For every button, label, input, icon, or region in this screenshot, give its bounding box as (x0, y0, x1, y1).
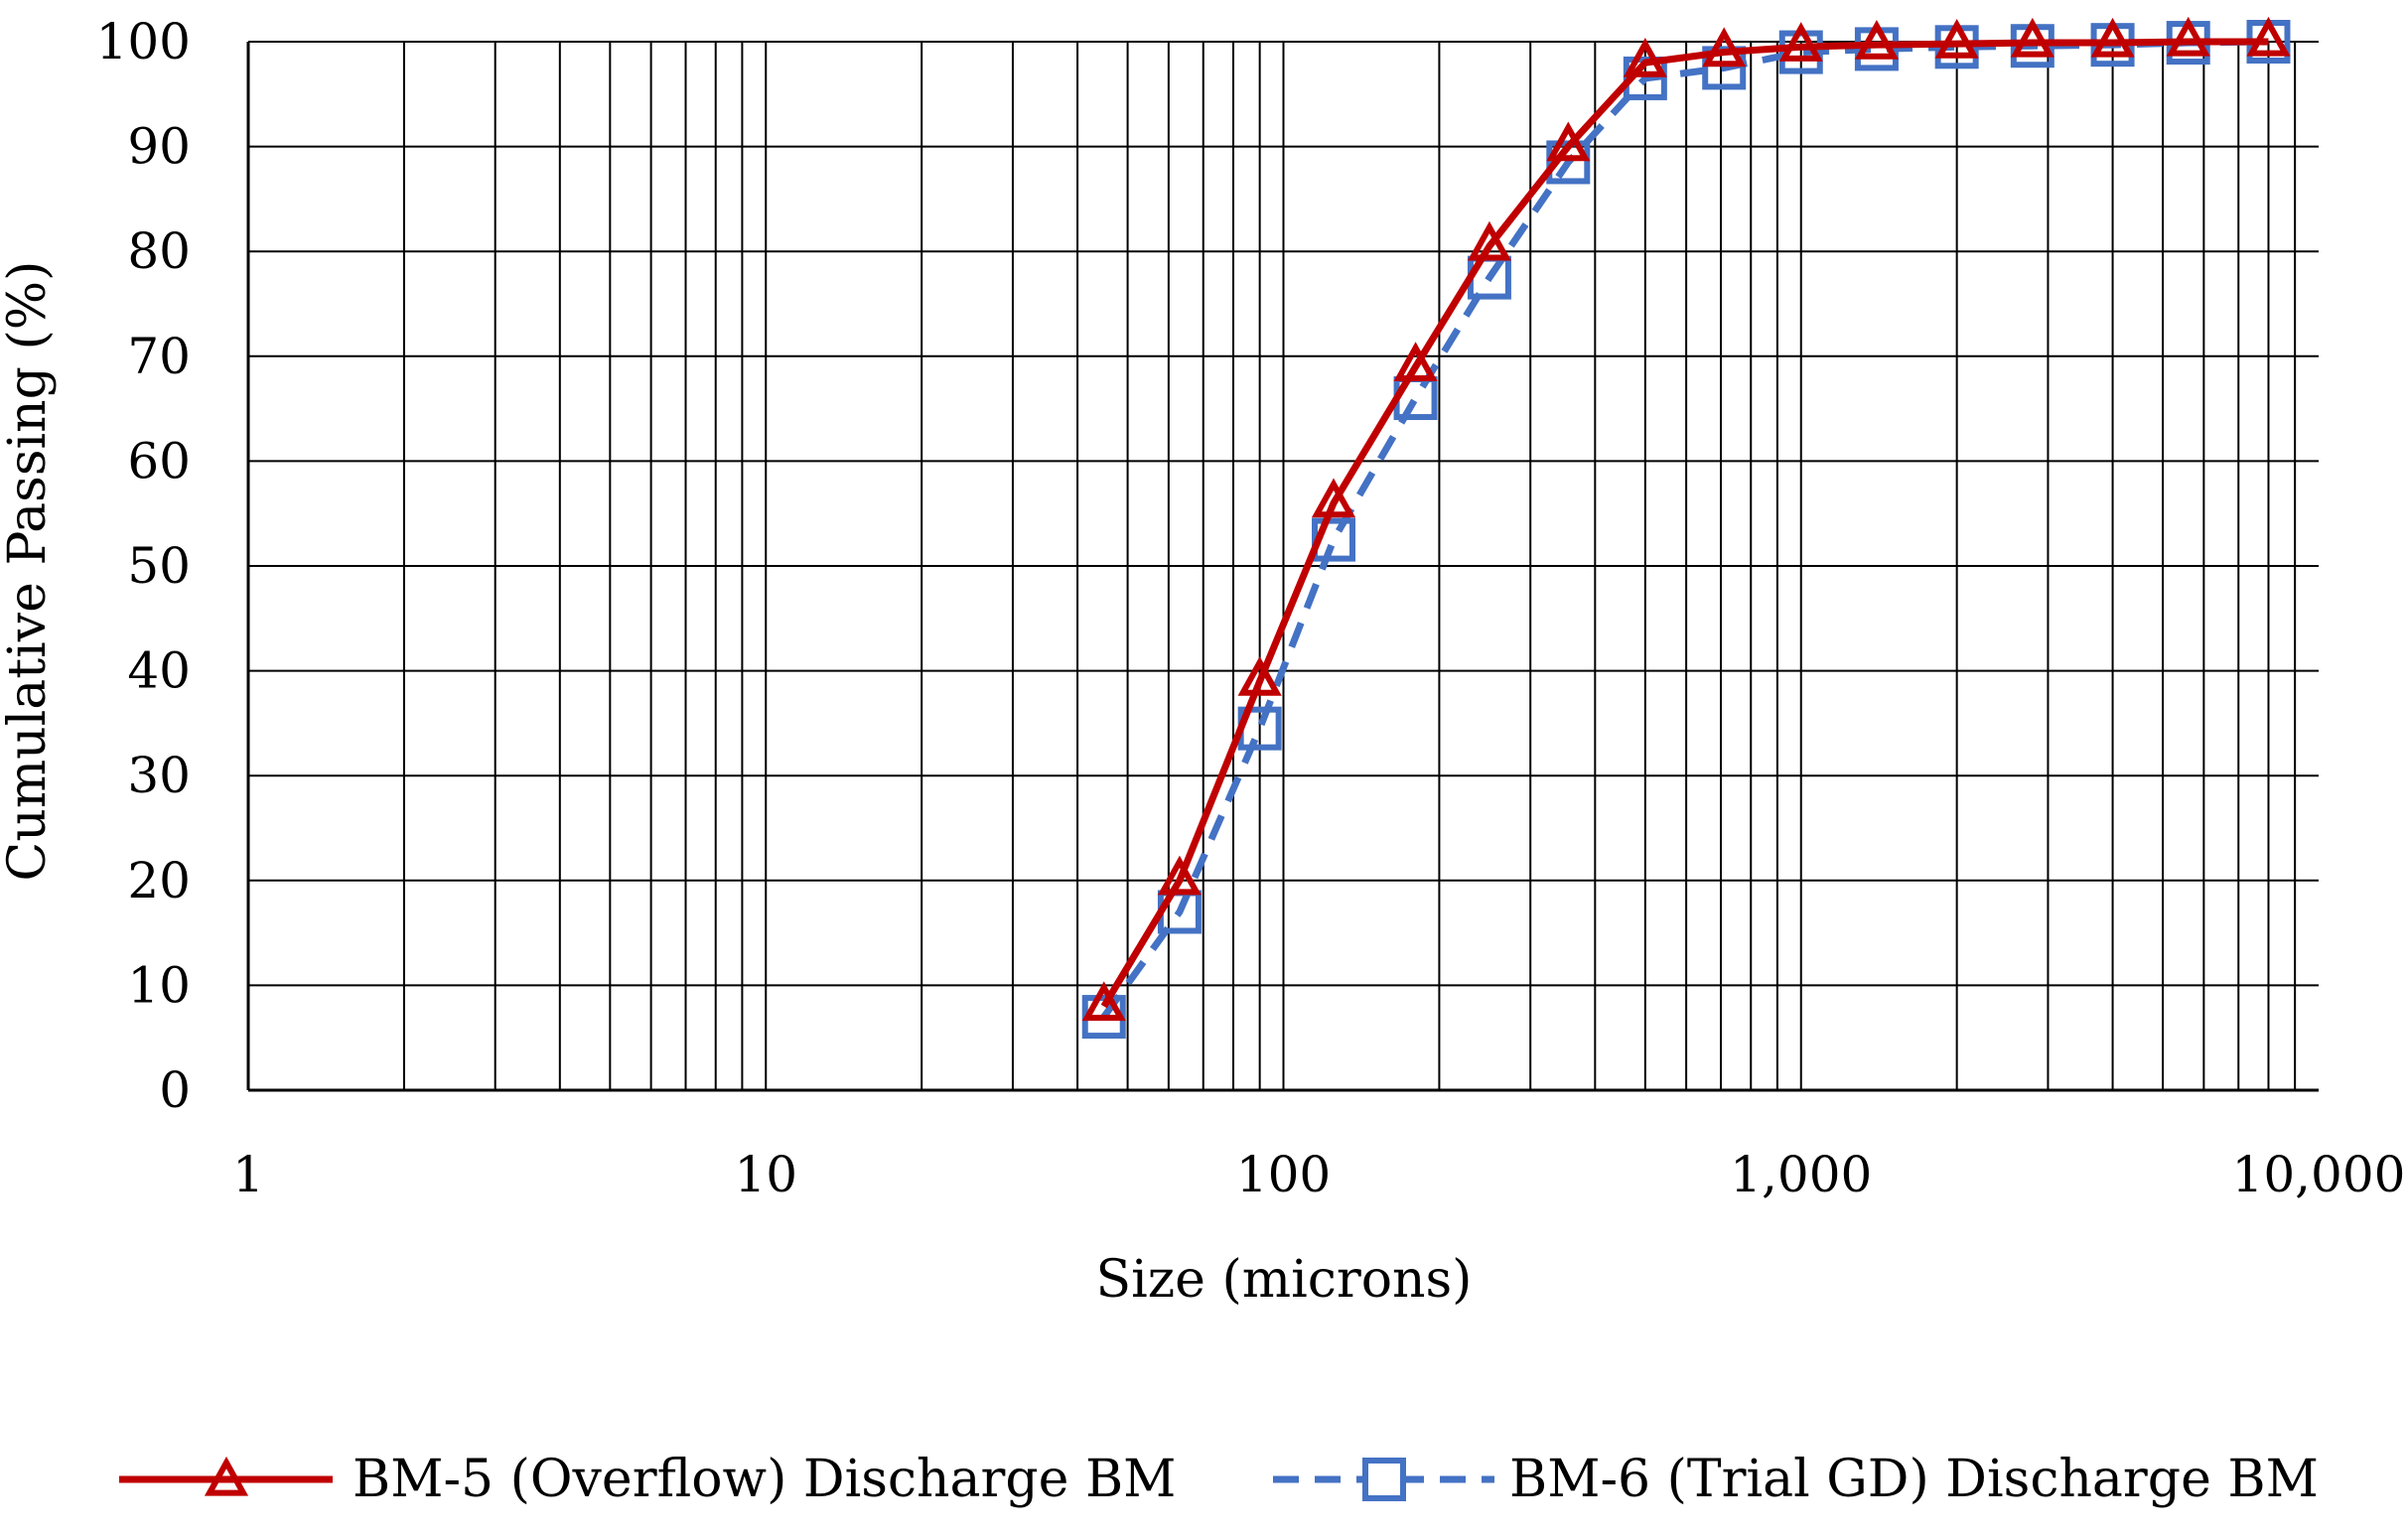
grid (248, 41, 2319, 1090)
legend: BM-5 (Overflow) Discharge BM BM-6 (Trial… (119, 1450, 2319, 1509)
data-point (2166, 16, 2210, 57)
legend-item-bm-5: BM-5 (Overflow) Discharge BM (119, 1450, 1176, 1509)
data-point (1778, 22, 1823, 62)
legend-label-bm-5: BM-5 (Overflow) Discharge BM (353, 1450, 1176, 1509)
axes (246, 42, 2319, 1092)
y-tick-label: 0 (159, 1061, 191, 1119)
series-bm-5 (1081, 16, 2291, 1022)
data-point (1934, 18, 1979, 59)
data-point (2246, 16, 2291, 57)
data-point (1702, 27, 1747, 68)
legend-swatch-bm-5-marker (204, 1456, 249, 1496)
y-tick-label: 100 (96, 13, 191, 70)
x-tick-labels: 1 10 100 1,000 10,000 (232, 1146, 2405, 1203)
y-tick-label: 30 (127, 747, 191, 804)
data-point (1467, 220, 1512, 261)
y-tick-label: 80 (127, 222, 191, 280)
legend-swatch-bm-6-marker (1362, 1458, 1406, 1501)
data-point (2090, 17, 2135, 58)
data-point (1546, 121, 1591, 162)
data-point (1854, 20, 1900, 60)
data-point (1623, 37, 1667, 77)
x-tick-label: 1,000 (1730, 1146, 1872, 1203)
legend-item-bm-6: BM-6 (Trial GD) Discharge BM (1273, 1450, 2319, 1509)
y-tick-label: 50 (127, 537, 191, 595)
y-tick-label: 20 (127, 852, 191, 909)
data-point (1081, 981, 1126, 1022)
series-line (1100, 38, 2269, 1009)
data-point (1311, 478, 1356, 518)
x-tick-label: 100 (1236, 1146, 1331, 1203)
x-tick-label: 10 (734, 1146, 797, 1203)
x-axis-title: Size (microns) (1096, 1250, 1473, 1310)
x-tick-label: 1 (232, 1146, 264, 1203)
y-tick-label: 90 (127, 118, 191, 176)
y-tick-label: 40 (127, 642, 191, 700)
data-point (1157, 855, 1203, 896)
y-tick-label: 10 (127, 956, 191, 1014)
data-point (1393, 342, 1438, 381)
data-point (1237, 656, 1282, 696)
series-layer (1081, 16, 2291, 1040)
y-tick-labels: 0 10 20 30 40 50 60 70 80 90 100 (96, 13, 191, 1119)
data-point (2010, 17, 2054, 58)
y-tick-label: 60 (127, 432, 191, 489)
legend-label-bm-6: BM-6 (Trial GD) Discharge BM (1509, 1450, 2319, 1509)
x-tick-label: 10,000 (2232, 1146, 2406, 1203)
y-tick-label: 70 (127, 328, 191, 385)
y-axis-title: Cumulative Passing (%) (0, 261, 58, 882)
